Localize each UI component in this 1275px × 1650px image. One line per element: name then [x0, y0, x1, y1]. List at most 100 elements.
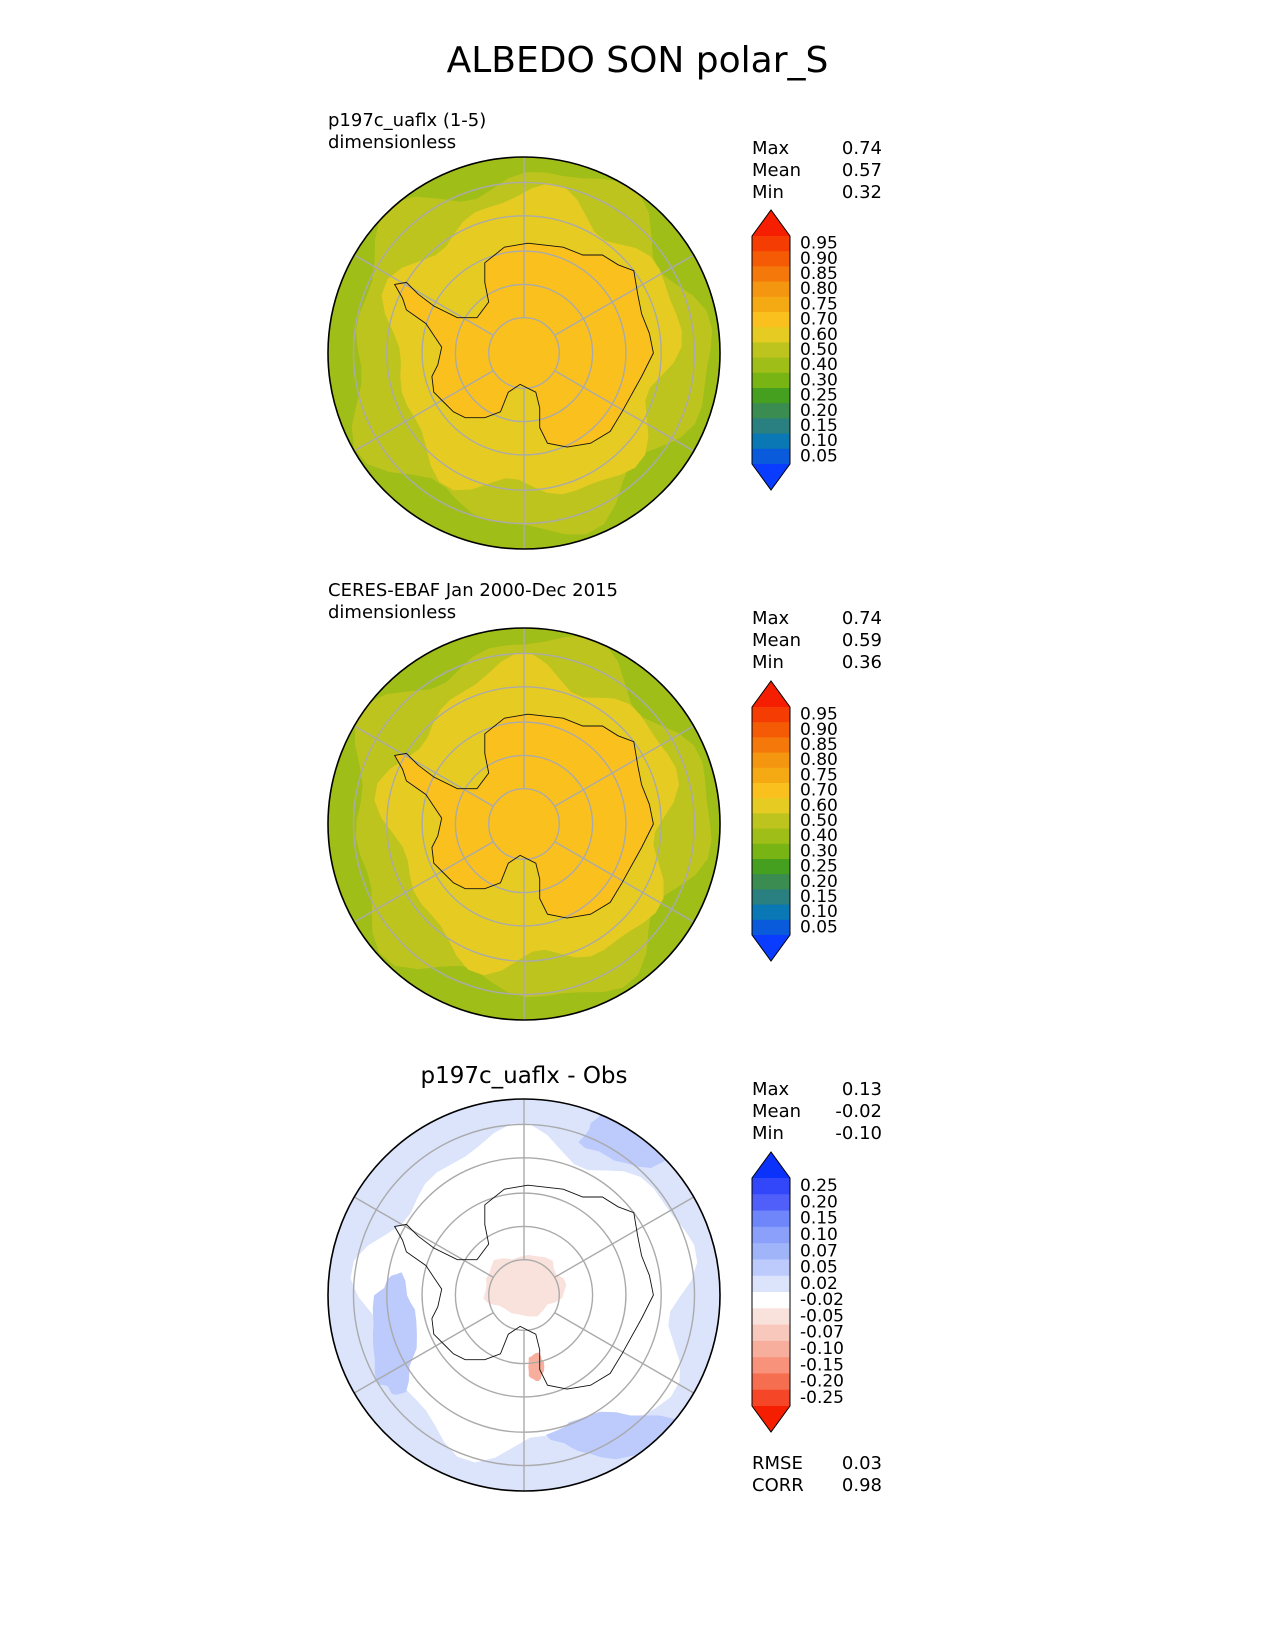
stat-label: CORR [752, 1475, 804, 1496]
meridian-line [554, 370, 695, 452]
colorbar-tick-label: -0.25 [800, 1388, 844, 1408]
colorbar-swatch [752, 1226, 790, 1244]
stat-label: Min [752, 1123, 784, 1144]
colorbar-swatch [752, 767, 790, 784]
meridian-line [554, 254, 695, 336]
stat-value: 0.59 [841, 630, 882, 651]
colorbar-swatch [752, 783, 790, 799]
meridian-line [353, 254, 494, 336]
colorbar-tick-label: 0.95 [800, 705, 838, 725]
colorbar-swatch [752, 1243, 790, 1260]
field-continent [394, 243, 654, 448]
meridian-line [554, 1312, 695, 1394]
coastline [393, 242, 654, 448]
colorbar-tick-label: -0.05 [800, 1306, 844, 1326]
colorbar-swatch [752, 1292, 790, 1309]
figure-title: ALBEDO SON polar_S [446, 40, 829, 81]
colorbar-swatch [752, 251, 790, 267]
map-field [328, 157, 720, 549]
panel-2-polar-map [327, 627, 721, 1021]
panel-1-stats: Max 0.74 Mean 0.57 Min 0.32 [752, 138, 882, 204]
colorbar-swatch [752, 372, 790, 389]
colorbar-tick-label: 0.60 [800, 325, 838, 345]
field-continent [394, 714, 654, 919]
meridian-line [353, 1196, 494, 1278]
map-field [328, 1099, 720, 1491]
colorbar-swatch [752, 327, 790, 343]
colorbar-tick-label: 0.40 [800, 826, 838, 846]
meridian-line [353, 1312, 494, 1394]
panel-2-label: CERES-EBAF Jan 2000-Dec 2015 [328, 580, 618, 601]
panel-1-label: p197c_uaflx (1-5) [328, 110, 487, 131]
colorbar-swatch [752, 236, 790, 252]
stat-value: 0.74 [841, 138, 882, 159]
colorbar-tick-label: 0.02 [800, 1274, 838, 1294]
colorbar-swatch [752, 1275, 790, 1293]
colorbar-tick-label: 0.10 [800, 902, 838, 922]
colorbar-tick-label: 0.15 [800, 416, 838, 436]
colorbar-swatch [752, 1373, 790, 1391]
meridian-line [554, 725, 695, 807]
diff-positive-patch [528, 1352, 545, 1381]
stat-label: RMSE [752, 1453, 803, 1474]
colorbar-extend-top [752, 681, 790, 707]
diff-positive-patch [483, 1254, 567, 1317]
colorbar-swatch [752, 433, 790, 450]
colorbar-swatch [752, 798, 790, 814]
colorbar-tick-label: 0.20 [800, 1192, 838, 1212]
colorbar-tick-label: 0.25 [800, 386, 838, 406]
stat-value: 0.32 [841, 182, 882, 203]
stat-label: Max [752, 608, 790, 629]
stat-value: 0.98 [841, 1475, 882, 1496]
meridian-line [554, 1196, 695, 1278]
colorbar-swatch [752, 1357, 790, 1374]
colorbar-outline [751, 209, 791, 491]
stat-label: Mean [752, 1101, 802, 1122]
colorbar-tick-label: 0.70 [800, 310, 838, 330]
colorbar-swatch [752, 722, 790, 738]
map-boundary [327, 627, 721, 1021]
colorbar-swatch [752, 1178, 790, 1195]
meridian-line [353, 370, 494, 452]
panel-1-units: dimensionless [328, 132, 457, 153]
colorbar-tick-label: 0.70 [800, 781, 838, 801]
colorbar-tick-label: -0.15 [800, 1355, 844, 1375]
colorbar-swatch [752, 874, 790, 890]
colorbar-tick-label: 0.10 [800, 1225, 838, 1245]
stat-label: Mean [752, 160, 802, 181]
colorbar-tick-label: 0.40 [800, 355, 838, 375]
colorbar-tick-label: 0.10 [800, 431, 838, 451]
colorbar-tick-label: 0.07 [800, 1241, 838, 1261]
colorbar-extend-top [752, 210, 790, 236]
colorbar-swatch [752, 1340, 790, 1358]
colorbar-swatch [752, 752, 790, 769]
colorbar-swatch [752, 1308, 790, 1326]
colorbar-extend-top [752, 1152, 790, 1178]
colorbar-tick-label: 0.15 [800, 1209, 838, 1229]
stat-label: Mean [752, 630, 802, 651]
colorbar-swatch [752, 312, 790, 328]
colorbar-swatch [752, 813, 790, 830]
colorbar-swatch [752, 919, 790, 936]
colorbar-tick-label: 0.75 [800, 765, 838, 785]
stat-label: Max [752, 1079, 790, 1100]
colorbar-tick-label: 0.20 [800, 872, 838, 892]
colorbar-tick-label: 0.95 [800, 234, 838, 254]
colorbar-extend-bottom [752, 1406, 790, 1432]
panel-3-title: p197c_uaflx - Obs [420, 1063, 628, 1089]
meridian-line [353, 725, 494, 807]
map-boundary [327, 156, 721, 550]
stat-value: 0.36 [841, 652, 882, 673]
colorbar-outline [751, 1151, 791, 1433]
stat-value: 0.03 [841, 1453, 882, 1474]
colorbar-swatch [752, 904, 790, 921]
colorbar-tick-label: 0.30 [800, 370, 838, 390]
coastline [393, 1184, 654, 1390]
colorbar-tick-label: 0.80 [800, 279, 838, 299]
map-boundary [327, 1098, 721, 1492]
colorbar-swatch [752, 707, 790, 723]
panel-1-polar-map [327, 156, 721, 550]
colorbar-tick-label: 0.25 [800, 857, 838, 877]
coastline [393, 713, 654, 919]
panel-2-colorbar: 0.950.900.850.800.750.700.600.500.400.30… [751, 680, 838, 962]
